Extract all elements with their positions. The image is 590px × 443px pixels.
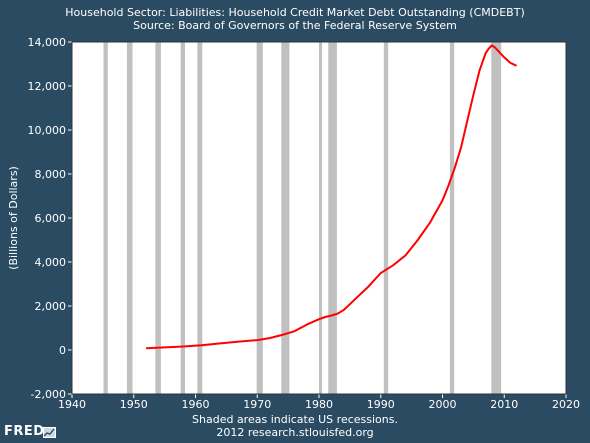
footer-credit: 2012 research.stlouisfed.org bbox=[216, 426, 374, 439]
chart-title: Household Sector: Liabilities: Household… bbox=[65, 6, 525, 19]
y-tick-label: 6,000 bbox=[35, 212, 67, 225]
series-line bbox=[146, 44, 518, 350]
x-tick-label: 1970 bbox=[243, 398, 271, 411]
chart-source: Source: Board of Governors of the Federa… bbox=[133, 19, 457, 32]
recession-band bbox=[281, 42, 290, 394]
recession-band bbox=[180, 42, 186, 394]
chart-line-icon bbox=[43, 427, 56, 438]
recession-band bbox=[197, 42, 203, 394]
recession-band bbox=[449, 42, 455, 394]
x-tick-label: 2000 bbox=[429, 398, 457, 411]
y-tick-label: 8,000 bbox=[35, 168, 67, 181]
x-tick-label: 2020 bbox=[552, 398, 580, 411]
plot-frame bbox=[71, 41, 567, 395]
x-tick-label: 1990 bbox=[367, 398, 395, 411]
x-tick-labels: 1940 1950 1960 1970 1980 1990 2000 2010 2020 bbox=[58, 398, 580, 411]
recession-band bbox=[383, 42, 389, 394]
axes bbox=[68, 41, 567, 398]
y-tick-label: 12,000 bbox=[28, 80, 67, 93]
y-tick-label: -2,000 bbox=[31, 388, 66, 401]
x-tick-label: 1960 bbox=[182, 398, 210, 411]
recession-bands bbox=[103, 42, 502, 394]
fred-logo[interactable]: FRED bbox=[4, 424, 45, 439]
y-tick-label: 10,000 bbox=[28, 124, 67, 137]
recession-band bbox=[328, 42, 337, 394]
recession-band bbox=[491, 42, 502, 394]
x-tick-label: 1940 bbox=[58, 398, 86, 411]
x-tick-label: 1950 bbox=[120, 398, 148, 411]
recession-band bbox=[256, 42, 263, 394]
x-tick-label: 2010 bbox=[490, 398, 518, 411]
y-tick-label: 0 bbox=[59, 344, 66, 357]
y-tick-label: 4,000 bbox=[35, 256, 67, 269]
recession-note: Shaded areas indicate US recessions. bbox=[192, 413, 398, 426]
y-tick-label: 2,000 bbox=[35, 300, 67, 313]
recession-band bbox=[155, 42, 161, 394]
y-tick-labels: -2,000 0 2,000 4,000 6,000 8,000 10,000 12,000 1… bbox=[28, 36, 67, 401]
recession-band bbox=[319, 42, 323, 394]
y-tick-label: 14,000 bbox=[28, 36, 67, 49]
recession-band bbox=[126, 42, 133, 394]
recession-band bbox=[103, 42, 108, 394]
y-axis-label: (Billions of Dollars) bbox=[7, 166, 20, 270]
x-tick-label: 1980 bbox=[305, 398, 333, 411]
